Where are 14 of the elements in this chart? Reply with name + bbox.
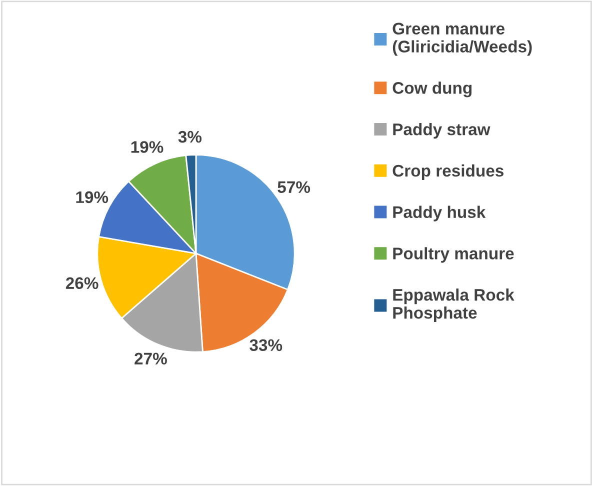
legend-label: Crop residues	[392, 164, 504, 180]
data-label: 26%	[66, 277, 98, 290]
data-label: 27%	[134, 352, 167, 364]
legend-label: Paddy husk	[393, 206, 486, 222]
legend-label: Cow dung	[392, 82, 472, 98]
data-label: 57%	[278, 181, 310, 194]
data-label: 19%	[76, 191, 108, 204]
legend-label: Eppawala Rock Phosphate	[393, 288, 514, 322]
legend-label: Green manure (Gliricidia/Weeds)	[392, 22, 532, 56]
legend-label: Poultry manure	[393, 247, 514, 263]
data-label: 3%	[178, 130, 202, 143]
data-label: 19%	[131, 141, 164, 153]
data-label: 33%	[250, 339, 282, 352]
legend-label: Paddy straw	[393, 123, 490, 139]
